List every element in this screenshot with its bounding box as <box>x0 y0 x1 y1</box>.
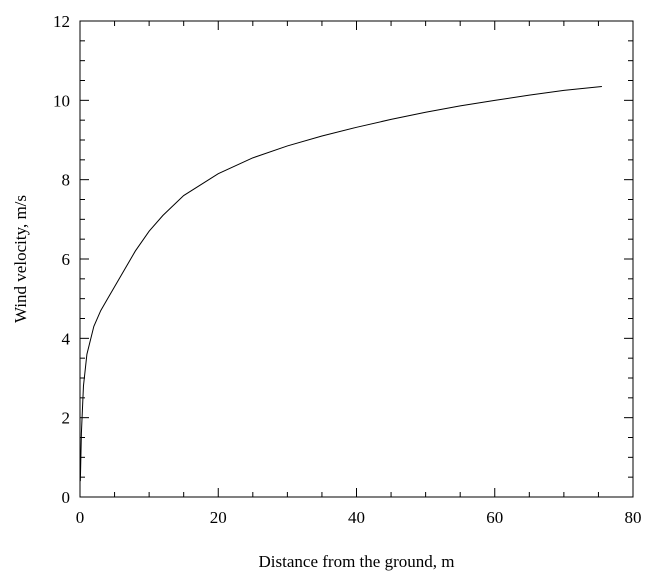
x-tick-label: 60 <box>486 508 503 527</box>
y-tick-label: 10 <box>53 91 70 110</box>
x-tick-label: 80 <box>625 508 642 527</box>
x-tick-label: 20 <box>210 508 227 527</box>
y-tick-label: 6 <box>62 250 71 269</box>
x-tick-label: 0 <box>76 508 85 527</box>
y-tick-label: 2 <box>62 409 71 428</box>
plot-frame <box>79 20 634 498</box>
series-line <box>79 85 602 482</box>
x-tick-label: 40 <box>348 508 365 527</box>
ticks-layer: 0 20 40 60 80 0 2 4 6 8 10 12 <box>53 12 642 527</box>
y-tick-label: 0 <box>62 488 71 507</box>
y-tick-label: 12 <box>53 12 70 31</box>
y-tick-label: 8 <box>62 171 71 190</box>
x-axis-label: Distance from the ground, m <box>259 552 455 571</box>
y-axis-label: Wind velocity, m/s <box>11 195 30 323</box>
y-tick-label: 4 <box>62 329 71 348</box>
